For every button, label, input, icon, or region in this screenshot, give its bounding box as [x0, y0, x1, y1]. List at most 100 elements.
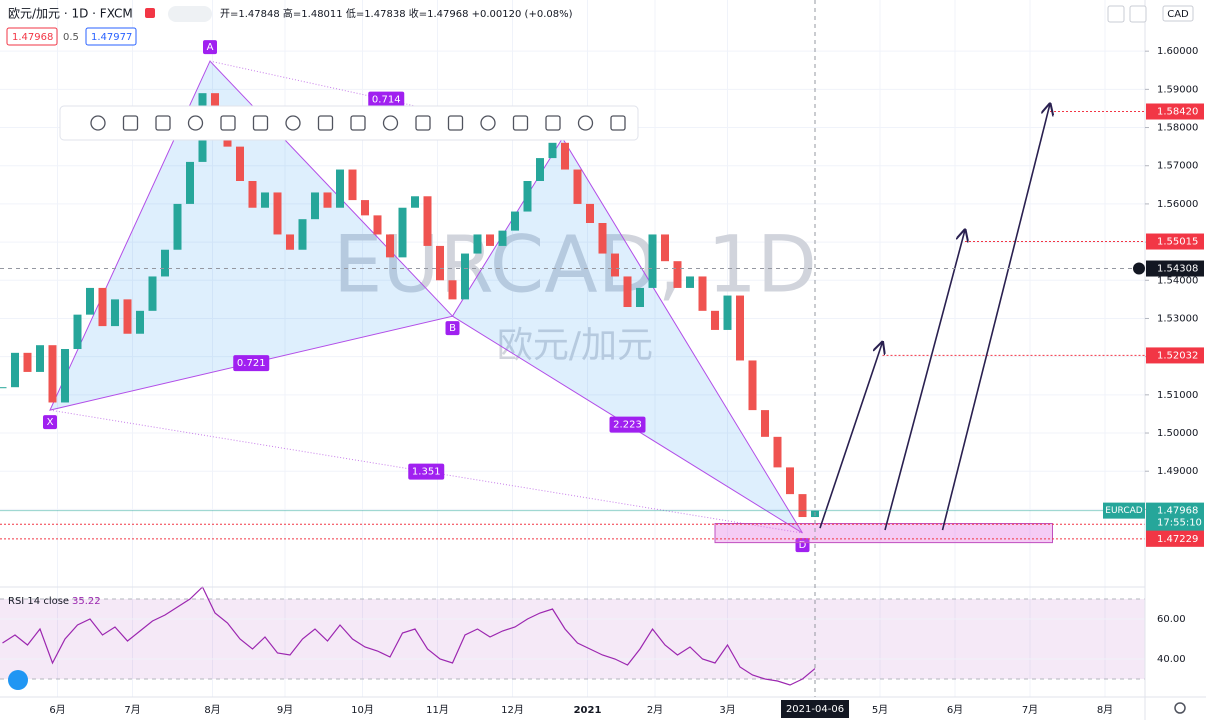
candle — [436, 245, 444, 281]
indicator-toggle[interactable] — [168, 6, 212, 22]
level-box — [1146, 530, 1204, 547]
candle — [498, 230, 507, 246]
add-button[interactable] — [1133, 262, 1145, 275]
arrow — [819, 342, 883, 529]
ratio-box — [609, 416, 646, 433]
candle — [11, 352, 19, 388]
x-tick-label: 12月 — [501, 704, 524, 716]
buy-price[interactable]: 1.47977 — [91, 32, 132, 43]
y-tick-label: 1.53000 — [1157, 313, 1198, 324]
point-box — [445, 321, 460, 336]
rsi-tick-label: 40.00 — [1157, 654, 1186, 665]
tool-icon[interactable] — [187, 115, 204, 131]
watermark-name: 欧元/加元 — [497, 325, 653, 366]
tool-icon[interactable] — [155, 115, 171, 131]
candle — [761, 410, 769, 437]
y-tick-label: 1.50000 — [1157, 428, 1198, 439]
candle — [361, 200, 369, 216]
candle — [423, 196, 432, 246]
currency[interactable]: CAD — [1167, 9, 1189, 20]
tool-icon[interactable] — [317, 115, 334, 131]
rsi-last: 35.22 — [72, 596, 101, 607]
sell-box[interactable] — [6, 27, 58, 46]
snapshot-button[interactable] — [1129, 5, 1147, 23]
point-box — [795, 538, 810, 553]
crosshair-x-box — [781, 700, 849, 718]
level-label: 1.58420 — [1157, 107, 1198, 118]
ratio-box — [233, 355, 270, 372]
y-tick-label: 1.58000 — [1157, 123, 1198, 134]
candle — [336, 169, 344, 208]
x-tick-label: 11月 — [426, 704, 449, 716]
arrow — [884, 230, 965, 531]
rsi-tick-label: 60.00 — [1157, 614, 1186, 625]
settings-button[interactable] — [1174, 702, 1186, 714]
candle — [773, 436, 782, 468]
candle — [36, 345, 44, 372]
candle — [523, 180, 532, 212]
tool-icon[interactable] — [610, 115, 626, 131]
tool-icon[interactable] — [512, 115, 529, 131]
candle — [561, 142, 569, 170]
tool-icon[interactable] — [90, 115, 106, 131]
crosshair-y-label: 1.54308 — [1157, 264, 1198, 275]
level-label: 1.47229 — [1157, 534, 1198, 545]
x-tick-label: 9月 — [277, 704, 293, 716]
tool-icon[interactable] — [480, 115, 496, 131]
y-tick-label: 1.49000 — [1157, 466, 1198, 477]
candle — [0, 387, 7, 389]
candle — [598, 223, 607, 254]
symbol-tag-label: EURCAD — [1105, 506, 1143, 516]
candle — [173, 203, 182, 250]
tool-icon[interactable] — [382, 115, 399, 131]
candle — [548, 142, 557, 159]
logo-circle — [8, 670, 28, 690]
candle — [273, 192, 282, 235]
rsi-title: RSI 14 close — [8, 596, 69, 607]
candle — [473, 234, 482, 254]
y-tick-label: 1.51000 — [1157, 390, 1198, 401]
tool-icon[interactable] — [545, 115, 561, 131]
x-tick-label: 7月 — [1022, 704, 1038, 716]
crosshair-y-box — [1146, 260, 1204, 277]
point-label: A — [207, 42, 214, 53]
target-zone — [714, 523, 1053, 544]
ratio-label: 0.721 — [237, 358, 266, 369]
download-button[interactable] — [1107, 5, 1125, 23]
level-label: 1.52032 — [1157, 350, 1198, 361]
candle — [586, 203, 594, 224]
candle — [698, 276, 707, 311]
candle — [373, 215, 382, 235]
candle — [248, 180, 257, 208]
level-box — [1146, 347, 1204, 364]
candle — [648, 234, 657, 288]
level-box — [1146, 233, 1204, 250]
level-box — [1146, 103, 1204, 120]
x-tick-label: 3月 — [719, 704, 735, 716]
tool-icon[interactable] — [415, 115, 431, 131]
candle — [161, 249, 169, 277]
sell-price[interactable]: 1.47968 — [12, 32, 53, 43]
tool-icon[interactable] — [350, 115, 366, 131]
symbol-tag — [1103, 502, 1145, 519]
watermark-ticker: EURCAD, 1D — [333, 220, 817, 310]
rsi-band — [0, 599, 1145, 679]
flag-icon[interactable] — [145, 8, 155, 18]
tool-icon[interactable] — [252, 115, 269, 131]
tool-icon[interactable] — [122, 115, 139, 131]
candle — [23, 352, 32, 372]
tool-icon[interactable] — [447, 115, 464, 131]
tool-icon[interactable] — [285, 115, 301, 131]
tool-icon[interactable] — [577, 115, 594, 131]
x-tick-label: 2月 — [647, 704, 663, 716]
candle — [748, 360, 757, 411]
currency-box[interactable] — [1162, 5, 1194, 22]
candle — [98, 287, 107, 327]
candle — [448, 280, 457, 300]
y-tick-label: 1.60000 — [1157, 46, 1198, 57]
buy-box[interactable] — [85, 27, 137, 46]
last-price-label: 1.47968 — [1157, 506, 1198, 517]
x-tick-label: 6月 — [947, 704, 963, 716]
candle — [348, 169, 357, 201]
tool-icon[interactable] — [220, 115, 236, 131]
